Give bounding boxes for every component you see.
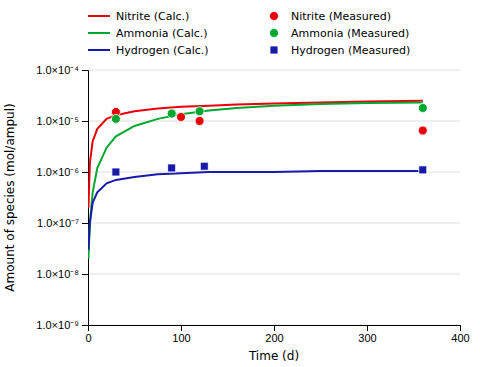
x-tick-mark bbox=[181, 325, 182, 331]
legend-label: Nitrite (Calc.) bbox=[116, 10, 189, 23]
grid-line-y bbox=[88, 223, 460, 224]
x-tick: 100 bbox=[172, 325, 190, 344]
y-axis-line bbox=[82, 71, 89, 326]
legend-item: Hydrogen (Measured) bbox=[270, 44, 410, 57]
legend-swatch bbox=[88, 15, 110, 17]
legend-swatch bbox=[270, 29, 279, 38]
x-tick-label: 200 bbox=[265, 332, 283, 344]
y-tick-mark bbox=[82, 223, 88, 224]
x-tick: 0 bbox=[85, 325, 91, 344]
y-tick-mark bbox=[82, 325, 88, 326]
legend-label: Hydrogen (Measured) bbox=[291, 44, 410, 57]
y-tick-label: 1.0×10⁻⁶ bbox=[37, 166, 79, 178]
y-tick-mark bbox=[82, 274, 88, 275]
series-point bbox=[195, 117, 204, 126]
grid bbox=[88, 70, 460, 325]
y-tick-label: 1.0×10⁻⁸ bbox=[36, 268, 79, 280]
legend-swatch bbox=[270, 46, 278, 54]
y-tick: 1.0×10⁻⁹ bbox=[36, 319, 88, 331]
y-axis: 1.0×10⁻⁹ 1.0×10⁻⁸ 1.0×10⁻⁷ 1.0×10⁻⁶ 1.0×10⁻⁵… bbox=[36, 64, 88, 331]
legend-item: Hydrogen (Calc.) bbox=[88, 44, 209, 57]
x-tick-label: 400 bbox=[451, 332, 469, 344]
legend-item: Ammonia (Calc.) bbox=[88, 27, 208, 40]
y-tick: 1.0×10⁻⁴ bbox=[36, 64, 88, 76]
series-point bbox=[167, 109, 176, 118]
legend-label: Hydrogen (Calc.) bbox=[116, 44, 209, 57]
y-tick: 1.0×10⁻⁵ bbox=[36, 115, 88, 127]
chart: 01002003004001.0×10⁻⁹1.0×10⁻⁸1.0×10⁻⁷1.0… bbox=[0, 0, 480, 367]
marks bbox=[88, 101, 427, 259]
plot: 01002003004001.0×10⁻⁹1.0×10⁻⁸1.0×10⁻⁷1.0… bbox=[3, 64, 470, 363]
series-point bbox=[112, 168, 120, 176]
x-tick-mark bbox=[367, 325, 368, 331]
y-axis-title: Amount of species (mol/ampul) bbox=[3, 103, 17, 291]
x-tick-label: 0 bbox=[85, 332, 91, 344]
legend-label: Ammonia (Calc.) bbox=[116, 27, 208, 40]
legend-swatch bbox=[88, 49, 110, 51]
series-point bbox=[111, 114, 120, 123]
series-point bbox=[200, 162, 208, 170]
series-point bbox=[418, 103, 427, 112]
x-axis-line bbox=[89, 326, 461, 332]
series-line bbox=[88, 103, 422, 259]
x-tick-mark bbox=[274, 325, 275, 331]
x-tick-mark bbox=[460, 325, 461, 331]
legend-item: Nitrite (Calc.) bbox=[88, 10, 189, 23]
legend-label: Nitrite (Measured) bbox=[291, 10, 391, 23]
series-point bbox=[419, 166, 427, 174]
x-tick: 400 bbox=[451, 325, 469, 344]
x-axis-title: Time (d) bbox=[248, 349, 299, 363]
grid-line-y bbox=[88, 274, 460, 275]
legend-swatch bbox=[88, 32, 110, 34]
y-tick-label: 1.0×10⁻⁹ bbox=[36, 319, 79, 331]
x-tick: 300 bbox=[358, 325, 376, 344]
legend-swatch bbox=[270, 12, 279, 21]
legend-item: Nitrite (Measured) bbox=[270, 10, 392, 23]
y-tick-mark bbox=[82, 70, 88, 71]
y-tick-label: 1.0×10⁻⁵ bbox=[36, 115, 79, 127]
y-tick: 1.0×10⁻⁶ bbox=[37, 166, 88, 178]
x-tick: 200 bbox=[265, 325, 283, 344]
series-point bbox=[168, 164, 176, 172]
x-tick-label: 100 bbox=[172, 332, 190, 344]
series-point bbox=[177, 112, 186, 121]
series-point bbox=[195, 107, 204, 116]
series-line bbox=[88, 101, 422, 208]
y-tick: 1.0×10⁻⁸ bbox=[36, 268, 88, 280]
y-tick-mark bbox=[82, 121, 88, 122]
legend: Nitrite (Calc.) Ammonia (Calc.) Hydrogen (… bbox=[88, 10, 410, 57]
grid-line-y bbox=[88, 70, 460, 71]
y-tick: 1.0×10⁻⁷ bbox=[37, 217, 88, 229]
series-line bbox=[88, 171, 422, 250]
x-axis: 0 100 200 300 400 bbox=[85, 325, 469, 344]
legend-label: Ammonia (Measured) bbox=[291, 27, 409, 40]
x-tick-label: 300 bbox=[358, 332, 376, 344]
grid-line-y bbox=[88, 121, 460, 122]
series-point bbox=[418, 126, 427, 135]
y-tick-mark bbox=[82, 172, 88, 173]
legend-item: Ammonia (Measured) bbox=[270, 27, 410, 40]
y-tick-label: 1.0×10⁻⁴ bbox=[36, 64, 79, 76]
y-tick-label: 1.0×10⁻⁷ bbox=[37, 217, 79, 229]
